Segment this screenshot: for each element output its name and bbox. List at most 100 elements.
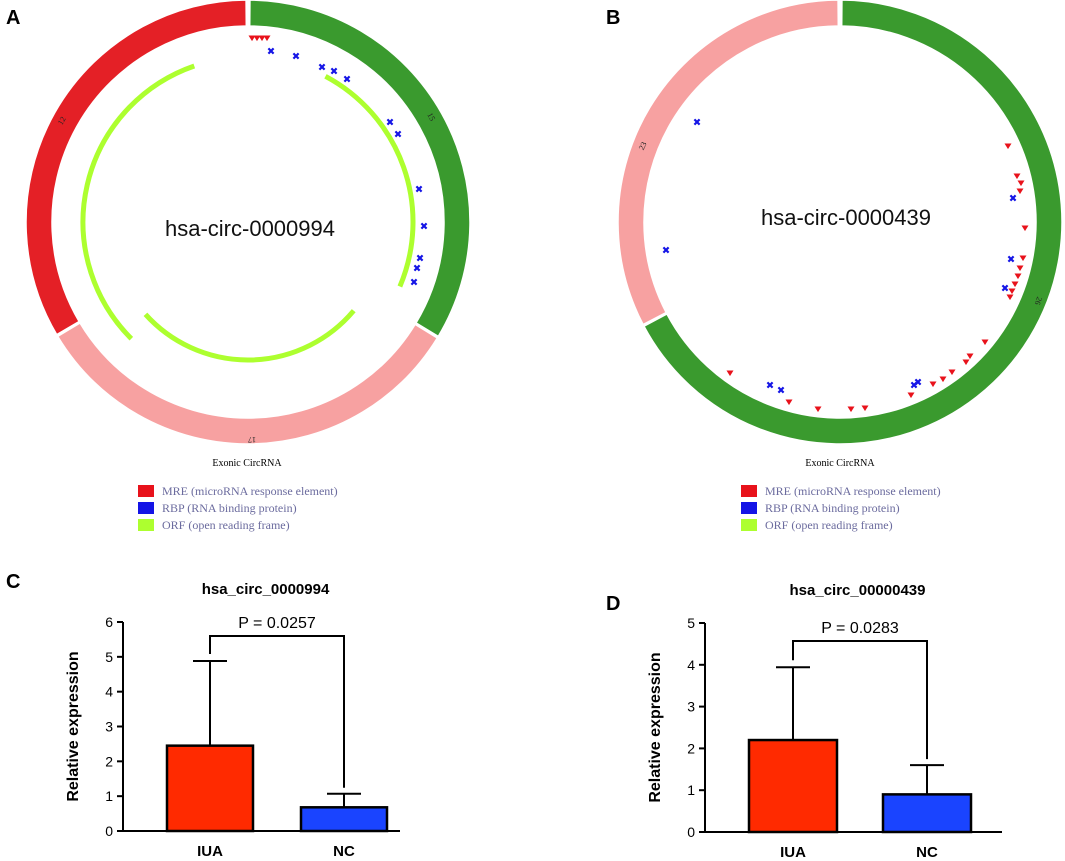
- rbp-marker: [777, 386, 785, 394]
- mre-marker: [929, 381, 937, 388]
- mre-marker: [1019, 255, 1027, 262]
- y-tick-label: 2: [687, 740, 695, 756]
- rbp-marker: [416, 254, 424, 262]
- legend-rbp-swatch: [741, 502, 757, 514]
- mre-marker: [1017, 180, 1025, 187]
- bar-chart-d: hsa_circ_00000439 0 1 2 3 4 5 Relative expressi…: [647, 582, 1002, 861]
- mre-marker: [907, 392, 915, 399]
- x-tick-label: IUA: [197, 843, 223, 860]
- legend-mre-label: MRE (microRNA response element): [162, 484, 338, 498]
- rbp-marker: [662, 246, 670, 254]
- mre-marker: [726, 370, 734, 377]
- panel-a-ring: [25, 0, 471, 445]
- y-tick-label: 3: [687, 699, 695, 715]
- y-tick-label: 4: [105, 684, 113, 700]
- panel-b-caption: Exonic CircRNA: [805, 458, 875, 469]
- panel-a-letter: A: [6, 7, 20, 29]
- ring-segment: [642, 0, 1063, 445]
- rbp-marker: [910, 381, 918, 389]
- bar-iua: [747, 738, 839, 834]
- rbp-marker: [343, 75, 351, 83]
- mre-marker: [1013, 173, 1021, 180]
- y-axis-label: Relative expression: [65, 651, 82, 801]
- mre-marker: [939, 376, 947, 383]
- mre-marker: [1008, 288, 1016, 295]
- panel-d-letter: D: [606, 593, 620, 615]
- y-tick-label: 4: [687, 657, 695, 673]
- ring-segment: [25, 0, 248, 336]
- mre-marker: [253, 35, 261, 42]
- orf-arc: [324, 74, 416, 288]
- panel-b-segment-label: 26: [1033, 296, 1044, 307]
- ring-segment: [56, 321, 439, 445]
- mre-marker: [966, 353, 974, 360]
- mre-marker: [258, 35, 266, 42]
- mre-marker: [1011, 281, 1019, 288]
- panel-a-center-label: hsa-circ-0000994: [165, 216, 335, 241]
- y-tick-label: 6: [105, 614, 113, 630]
- mre-marker: [263, 35, 271, 42]
- y-tick-label: 5: [687, 615, 695, 631]
- panel-b-ring: [617, 0, 1063, 445]
- ring-segment: [617, 0, 840, 326]
- x-tick-label: IUA: [780, 844, 806, 861]
- y-tick-label: 5: [105, 649, 113, 665]
- panel-b-letter: B: [606, 7, 620, 29]
- mre-marker: [248, 35, 256, 42]
- mre-marker: [847, 406, 855, 413]
- rbp-marker: [386, 118, 394, 126]
- p-value-label: P = 0.0283: [821, 620, 899, 637]
- legend-mre-label: MRE (microRNA response element): [765, 484, 941, 498]
- mre-marker: [962, 359, 970, 366]
- y-tick-label: 1: [105, 788, 113, 804]
- rbp-marker: [330, 67, 338, 75]
- panel-b: B hsa-circ-0000439 26 23 Exonic CircRNA …: [606, 0, 1063, 532]
- rbp-marker: [1001, 284, 1009, 292]
- orf-arc: [143, 309, 356, 363]
- legend-orf-swatch: [138, 519, 154, 531]
- p-value-label: P = 0.0257: [238, 615, 316, 632]
- rbp-marker: [410, 278, 418, 286]
- x-tick-label: NC: [333, 843, 355, 860]
- panel-b-center-label: hsa-circ-0000439: [761, 205, 931, 230]
- panel-a: A hsa-circ-0000994 15 17 12 Exonic CircR…: [6, 0, 471, 532]
- y-tick-label: 0: [105, 823, 113, 839]
- y-axis-label: Relative expression: [647, 652, 664, 802]
- rbp-marker: [267, 47, 275, 55]
- bar-nc: [299, 806, 389, 833]
- mre-marker: [1016, 265, 1024, 272]
- y-tick-label: 2: [105, 753, 113, 769]
- rbp-marker: [415, 185, 423, 193]
- mre-marker: [1004, 143, 1012, 150]
- panel-c: C hsa_circ_0000994 0 1 2 3 4 5 6 Relative expres…: [6, 571, 400, 860]
- legend-orf-label: ORF (open reading frame): [162, 518, 290, 532]
- mre-marker: [1021, 225, 1029, 232]
- rbp-marker: [420, 222, 428, 230]
- rbp-marker: [318, 63, 326, 71]
- mre-marker: [948, 369, 956, 376]
- chart-title: hsa_circ_0000994: [202, 581, 330, 598]
- panel-d: D hsa_circ_00000439 0 1 2 3 4 5 Relative expres…: [606, 582, 1002, 861]
- legend-orf-label: ORF (open reading frame): [765, 518, 893, 532]
- rbp-marker: [413, 264, 421, 272]
- panel-a-segment-label: 17: [248, 435, 256, 444]
- mre-marker: [1014, 273, 1022, 280]
- mre-marker: [1006, 294, 1014, 301]
- legend-rbp-swatch: [138, 502, 154, 514]
- mre-marker: [1016, 188, 1024, 195]
- panel-a-segment-label: 12: [56, 115, 68, 126]
- rbp-marker: [292, 52, 300, 60]
- mre-marker: [981, 339, 989, 346]
- ring-segment: [248, 0, 471, 338]
- y-tick-label: 1: [687, 782, 695, 798]
- rbp-marker: [766, 381, 774, 389]
- panel-a-caption: Exonic CircRNA: [212, 458, 282, 469]
- mre-marker: [861, 405, 869, 412]
- y-tick-label: 0: [687, 824, 695, 840]
- legend-mre-swatch: [741, 485, 757, 497]
- panel-a-legend: MRE (microRNA response element) RBP (RNA…: [138, 484, 338, 532]
- mre-marker: [785, 399, 793, 406]
- bar-iua: [165, 744, 255, 833]
- significance-bracket: [209, 635, 345, 788]
- rbp-marker: [693, 118, 701, 126]
